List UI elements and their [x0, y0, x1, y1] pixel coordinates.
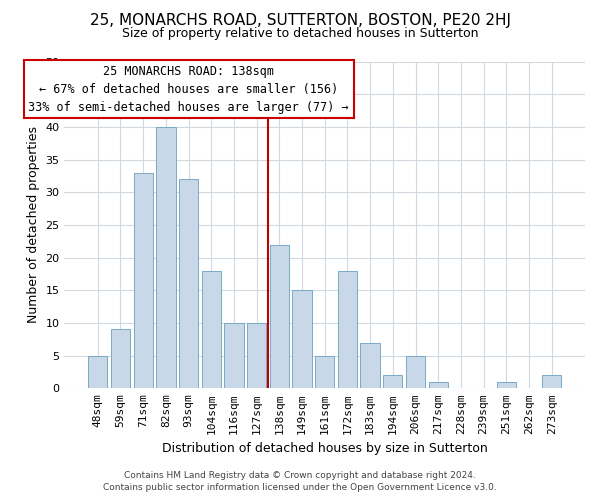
Bar [361, 342, 380, 388]
Bar [292, 290, 311, 388]
Bar [88, 356, 107, 388]
Bar [224, 323, 244, 388]
X-axis label: Distribution of detached houses by size in Sutterton: Distribution of detached houses by size … [162, 442, 488, 455]
Bar [111, 330, 130, 388]
Text: Size of property relative to detached houses in Sutterton: Size of property relative to detached ho… [122, 28, 478, 40]
Text: 25 MONARCHS ROAD: 138sqm
← 67% of detached houses are smaller (156)
33% of semi-: 25 MONARCHS ROAD: 138sqm ← 67% of detach… [28, 65, 349, 114]
Bar [202, 270, 221, 388]
Bar [134, 172, 153, 388]
Bar [428, 382, 448, 388]
Text: Contains HM Land Registry data © Crown copyright and database right 2024.
Contai: Contains HM Land Registry data © Crown c… [103, 471, 497, 492]
Bar [542, 375, 562, 388]
Bar [269, 244, 289, 388]
Bar [383, 375, 403, 388]
Bar [338, 270, 357, 388]
Bar [315, 356, 334, 388]
Bar [247, 323, 266, 388]
Bar [497, 382, 516, 388]
Bar [406, 356, 425, 388]
Bar [179, 179, 198, 388]
Text: 25, MONARCHS ROAD, SUTTERTON, BOSTON, PE20 2HJ: 25, MONARCHS ROAD, SUTTERTON, BOSTON, PE… [89, 12, 511, 28]
Y-axis label: Number of detached properties: Number of detached properties [27, 126, 40, 324]
Bar [156, 127, 176, 388]
